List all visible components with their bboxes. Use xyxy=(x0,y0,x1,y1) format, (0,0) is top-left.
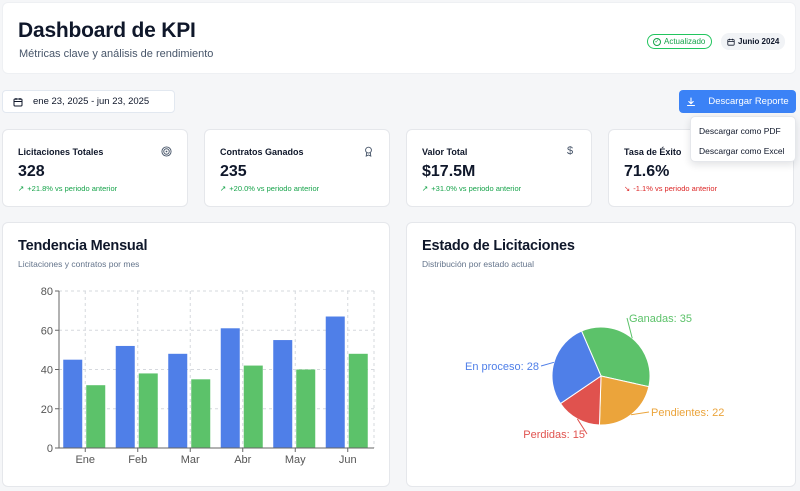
bar-chart: 0 20 40 60 80 Ene Feb Mar Abr May Jun xyxy=(41,286,375,466)
download-menu: Descargar como PDF Descargar como Excel xyxy=(690,116,796,162)
x-tick-label: Jun xyxy=(339,454,357,466)
page-title: Dashboard de KPI xyxy=(18,19,196,42)
kpi-card-contratos: Contratos Ganados 235 ↗ +20.0% vs period… xyxy=(204,129,390,207)
kpi-label: Licitaciones Totales xyxy=(18,147,104,157)
kpi-value: 235 xyxy=(220,163,247,180)
bar-contratos xyxy=(348,353,368,448)
pie-slice-label: Perdidas: 15 xyxy=(523,429,585,441)
date-range-picker[interactable]: ene 23, 2025 - jun 23, 2025 xyxy=(2,90,175,113)
kpi-value: 71.6% xyxy=(624,163,670,180)
pie-leader-line xyxy=(540,361,555,367)
status-badge-label: Actualizado xyxy=(664,37,706,46)
bar-contratos xyxy=(243,365,263,448)
page-subtitle: Métricas clave y análisis de rendimiento xyxy=(19,48,214,60)
chart-subtitle: Distribución por estado actual xyxy=(422,259,534,269)
period-badge-label: Junio 2024 xyxy=(738,37,780,46)
trend-down-icon: ↘ xyxy=(624,184,631,193)
kpi-delta: ↗ +31.0% vs periodo anterior xyxy=(422,184,521,193)
header-card: Dashboard de KPI Métricas clave y anális… xyxy=(2,2,796,74)
check-circle-icon: ✓ xyxy=(653,37,661,46)
pie-slice xyxy=(580,326,651,388)
y-tick-label: 40 xyxy=(41,365,53,377)
pie-leader-line xyxy=(576,418,588,435)
x-tick-label: Abr xyxy=(234,454,251,466)
target-icon xyxy=(160,145,172,157)
calendar-icon xyxy=(727,38,735,46)
award-icon xyxy=(362,145,374,157)
bar-contratos xyxy=(191,379,211,448)
kpi-label: Valor Total xyxy=(422,147,468,157)
bar-contratos xyxy=(138,373,158,448)
bar-licitaciones xyxy=(273,340,293,448)
date-range-text: ene 23, 2025 - jun 23, 2025 xyxy=(33,96,150,107)
bar-licitaciones xyxy=(63,359,83,448)
download-icon xyxy=(687,96,696,106)
pie-slice-label: En proceso: 28 xyxy=(465,361,539,373)
pie-leader-line xyxy=(626,317,633,339)
chart-title: Estado de Licitaciones xyxy=(422,238,575,254)
pie-slice-label: Ganadas: 35 xyxy=(629,313,692,325)
trend-up-icon: ↗ xyxy=(422,184,429,193)
period-badge: Junio 2024 xyxy=(721,33,786,50)
kpi-delta-text: +20.0% vs periodo anterior xyxy=(229,184,320,193)
menu-item-excel[interactable]: Descargar como Excel xyxy=(699,146,785,156)
pie-leader-line xyxy=(630,411,650,416)
kpi-label: Contratos Ganados xyxy=(220,147,304,157)
download-report-button[interactable]: Descargar Reporte xyxy=(679,90,796,113)
bar-licitaciones xyxy=(325,316,345,448)
kpi-value: 328 xyxy=(18,163,45,180)
x-tick-label: Feb xyxy=(128,454,147,466)
menu-item-pdf[interactable]: Descargar como PDF xyxy=(699,126,781,136)
chart-title: Tendencia Mensual xyxy=(18,238,148,254)
x-tick-label: May xyxy=(285,454,306,466)
trend-chart-card: Tendencia Mensual Licitaciones y contrat… xyxy=(2,222,390,487)
trend-up-icon: ↗ xyxy=(18,184,25,193)
kpi-delta-text: +31.0% vs periodo anterior xyxy=(431,184,522,193)
kpi-delta-text: +21.8% vs periodo anterior xyxy=(27,184,118,193)
x-tick-label: Ene xyxy=(75,454,95,466)
y-tick-label: 20 xyxy=(41,404,53,416)
kpi-delta: ↗ +21.8% vs periodo anterior xyxy=(18,184,117,193)
bar-licitaciones xyxy=(115,345,135,448)
kpi-card-licitaciones: Licitaciones Totales 328 ↗ +21.8% vs per… xyxy=(2,129,188,207)
kpi-card-valor: Valor Total $ $17.5M ↗ +31.0% vs periodo… xyxy=(406,129,592,207)
kpi-delta: ↗ +20.0% vs periodo anterior xyxy=(220,184,319,193)
kpi-delta-text: -1.1% vs periodo anterior xyxy=(633,184,718,193)
bar-contratos xyxy=(86,385,106,448)
y-tick-label: 60 xyxy=(41,325,53,337)
trend-up-icon: ↗ xyxy=(220,184,227,193)
bar-licitaciones xyxy=(220,328,240,448)
pie-chart: Ganadas: 35 Pendientes: 22 Perdidas: 15 En … xyxy=(465,313,724,441)
bar-contratos xyxy=(296,369,316,448)
download-report-label: Descargar Reporte xyxy=(708,96,789,107)
status-chart-card: Estado de Licitaciones Distribución por … xyxy=(406,222,796,487)
pie-slice-label: Pendientes: 22 xyxy=(651,407,724,419)
x-tick-label: Mar xyxy=(181,454,200,466)
kpi-delta: ↘ -1.1% vs periodo anterior xyxy=(624,184,717,193)
chart-subtitle: Licitaciones y contratos por mes xyxy=(18,259,140,269)
calendar-icon xyxy=(13,97,23,106)
kpi-label: Tasa de Éxito xyxy=(624,147,682,157)
pie-slice xyxy=(551,330,602,405)
y-tick-label: 0 xyxy=(47,443,53,455)
bar-licitaciones xyxy=(168,353,188,448)
y-tick-label: 80 xyxy=(41,286,53,298)
status-badge: ✓ Actualizado xyxy=(647,34,713,49)
dollar-icon: $ xyxy=(566,145,574,157)
kpi-value: $17.5M xyxy=(422,163,476,180)
